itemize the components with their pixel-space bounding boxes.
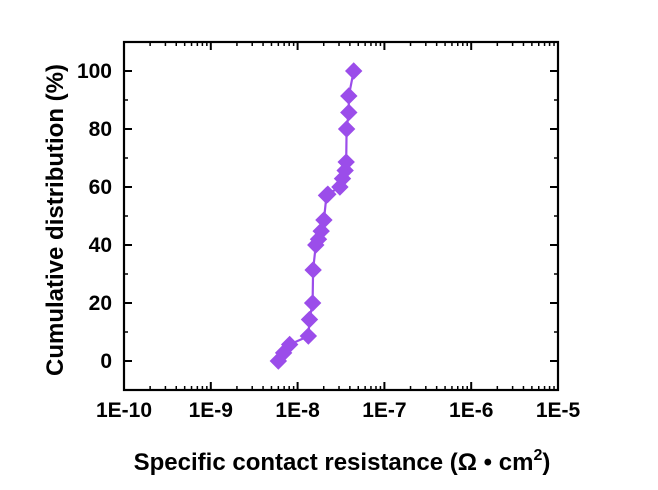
x-axis-title-superscript: 2 [533,447,542,464]
data-point-marker [345,62,363,80]
plot-area [122,40,560,392]
data-point-marker [300,310,319,329]
data-point-marker [303,294,322,312]
y-tick-label: 0 [100,350,112,373]
y-tick-label: 60 [89,176,112,199]
plot-frame [122,40,560,392]
data-point-marker [340,103,358,122]
x-tick-label: 1E-5 [536,399,581,422]
data-point-marker [280,335,299,354]
data-point-marker [337,120,356,138]
data-point-marker [340,87,358,105]
x-axis: 1E-10 1E-9 1E-8 1E-7 1E-6 1E-5 [96,42,581,422]
x-axis-title: Specific contact resistance (Ω • cm2) [134,447,551,476]
y-tick-label: 80 [89,118,112,141]
x-tick-label: 1E-7 [362,399,406,422]
data-point-marker [304,261,322,279]
x-tick-label: 1E-8 [275,399,320,422]
x-tick-label: 1E-10 [96,399,152,422]
y-tick-label: 40 [89,234,112,257]
y-axis: 0 20 40 60 80 100 [77,41,558,391]
data-point-marker [299,327,318,345]
x-axis-title-close: ) [542,449,550,476]
data-series [269,62,363,370]
data-point-marker [315,211,333,229]
data-point-marker [337,153,355,171]
data-point-marker [319,185,337,203]
y-tick-label: 100 [77,60,112,83]
y-tick-label: 20 [89,292,112,315]
x-tick-label: 1E-9 [189,399,233,422]
x-axis-title-main: Specific contact resistance (Ω • cm [134,449,534,476]
y-axis-title: Cumulative distribution (%) [42,64,69,376]
x-tick-label: 1E-6 [449,399,493,422]
